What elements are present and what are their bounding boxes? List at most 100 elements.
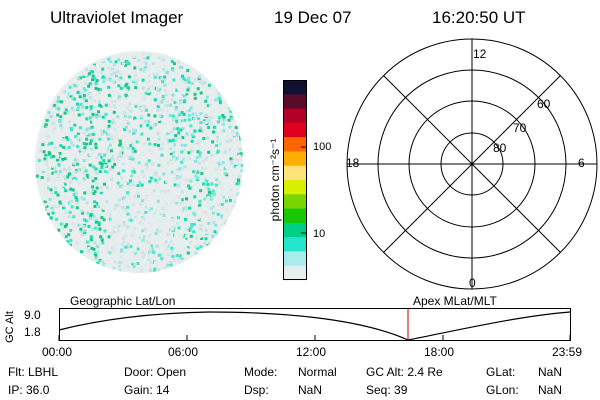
uv-pixel [195, 236, 199, 240]
uv-pixel [135, 58, 139, 62]
uv-pixel [177, 110, 181, 114]
uv-pixel [119, 69, 123, 73]
uv-pixel [88, 152, 92, 156]
uv-pixel [180, 259, 184, 263]
uv-pixel [116, 229, 120, 233]
uv-pixel [93, 68, 97, 72]
uv-pixel [185, 157, 189, 161]
uv-pixel [143, 253, 146, 256]
uv-pixel [132, 183, 136, 187]
uv-pixel [107, 57, 111, 61]
uv-pixel [85, 142, 89, 146]
uv-pixel [152, 73, 156, 77]
uv-pixel [139, 266, 143, 270]
uv-pixel [133, 256, 137, 260]
uv-pixel [104, 227, 108, 231]
uv-pixel [103, 229, 107, 233]
uv-pixel [47, 142, 51, 146]
uv-pixel [53, 127, 56, 131]
uv-pixel [170, 139, 174, 143]
uv-pixel [214, 223, 218, 227]
uv-pixel [132, 168, 136, 171]
uv-pixel [126, 147, 130, 150]
uv-pixel [146, 56, 150, 60]
uv-pixel [75, 149, 79, 153]
info-gain: Gain: 14 [124, 383, 170, 397]
uv-pixel [72, 83, 76, 87]
uv-pixel [45, 162, 49, 166]
uv-pixel [149, 261, 153, 265]
uv-pixel [105, 132, 109, 136]
uv-pixel [70, 141, 74, 145]
uv-pixel [142, 86, 145, 90]
uv-pixel [140, 140, 144, 144]
uv-pixel [121, 206, 125, 210]
info-glon-label: GLon: [486, 383, 519, 397]
uv-pixel [231, 194, 235, 198]
uv-pixel [161, 146, 165, 150]
uv-pixel [145, 53, 149, 57]
uv-pixel [222, 116, 226, 119]
uv-pixel [183, 206, 187, 210]
uv-pixel [222, 147, 226, 150]
uv-pixel [60, 217, 64, 221]
uv-pixel [148, 247, 152, 251]
uv-pixel [98, 170, 102, 173]
uv-pixel [71, 89, 75, 93]
uv-pixel [174, 107, 178, 111]
uv-pixel [165, 203, 169, 207]
uv-pixel [93, 241, 97, 245]
uv-pixel [42, 150, 46, 154]
uv-pixel [39, 149, 43, 153]
uv-pixel [102, 207, 106, 210]
uv-pixel [194, 238, 198, 242]
uv-pixel [99, 191, 103, 195]
uv-pixel [83, 227, 87, 231]
uv-pixel [129, 166, 133, 170]
uv-pixel [177, 257, 181, 260]
uv-pixel [123, 266, 126, 270]
uv-pixel [122, 221, 126, 225]
uv-pixel [87, 246, 91, 250]
uv-pixel [239, 182, 243, 186]
uv-pixel [59, 100, 63, 104]
uv-pixel [108, 213, 112, 217]
uv-pixel [74, 84, 78, 88]
uv-pixel [114, 60, 118, 64]
uv-pixel [70, 84, 74, 88]
uv-pixel [112, 225, 116, 229]
uv-pixel [126, 52, 130, 56]
uv-pixel [64, 108, 68, 112]
uv-pixel [44, 123, 48, 127]
uv-pixel [224, 99, 228, 103]
uv-pixel [117, 198, 121, 202]
info-dsp-label: Dsp: [244, 383, 269, 397]
uv-pixel [59, 160, 63, 164]
uv-pixel [131, 262, 135, 266]
uv-pixel [78, 95, 82, 99]
uv-pixel [203, 139, 207, 143]
uv-pixel [116, 181, 120, 185]
uv-pixel [82, 177, 86, 181]
colorbar-band [283, 108, 307, 124]
uv-pixel [203, 197, 207, 201]
uv-pixel [150, 244, 154, 248]
uv-pixel [67, 215, 71, 219]
uv-pixel [111, 76, 115, 80]
uv-pixel [229, 199, 232, 202]
uv-pixel [167, 185, 171, 189]
uv-pixel [211, 234, 215, 238]
uv-pixel [88, 189, 92, 193]
uv-pixel [108, 256, 112, 260]
uv-pixel [172, 197, 176, 201]
uv-pixel [107, 85, 111, 89]
uv-pixel [148, 66, 152, 70]
uv-pixel [161, 207, 165, 211]
uv-pixel [173, 223, 177, 227]
uv-pixel [213, 95, 217, 99]
date-label: 19 Dec 07 [274, 8, 352, 27]
uv-pixel [165, 252, 169, 256]
uv-pixel [109, 220, 113, 224]
uv-pixel [237, 194, 241, 198]
uv-pixel [190, 139, 194, 143]
